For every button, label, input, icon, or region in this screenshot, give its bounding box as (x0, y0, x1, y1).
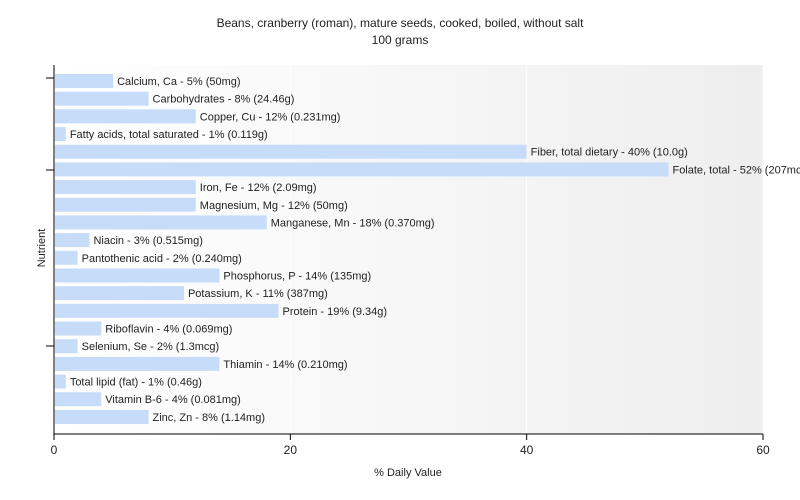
bar-label: Total lipid (fat) - 1% (0.46g) (70, 377, 202, 389)
bar (55, 409, 149, 424)
bar-label: Pantothenic acid - 2% (0.240mg) (82, 253, 242, 265)
bar-label: Iron, Fe - 12% (2.09mg) (200, 182, 317, 194)
bar-label: Calcium, Ca - 5% (50mg) (117, 76, 240, 88)
bar (55, 339, 78, 354)
bar-label: Carbohydrates - 8% (24.46g) (153, 94, 295, 106)
bar-label: Riboflavin - 4% (0.069mg) (105, 324, 232, 336)
x-tick-label: 40 (520, 443, 534, 457)
bar-label: Folate, total - 52% (207mcg) (672, 164, 800, 176)
bar (55, 250, 78, 265)
x-tick-label: 0 (51, 443, 58, 457)
bar (55, 392, 102, 407)
bar-label: Copper, Cu - 12% (0.231mg) (200, 111, 341, 123)
plot-area (54, 65, 763, 434)
bar-label: Niacin - 3% (0.515mg) (93, 235, 202, 247)
chart-title: Beans, cranberry (roman), mature seeds, … (217, 16, 585, 30)
bar (55, 74, 114, 88)
bar-label: Zinc, Zn - 8% (1.14mg) (153, 412, 265, 424)
chart-subtitle: 100 grams (372, 33, 429, 47)
bar (55, 144, 527, 159)
bar (55, 286, 184, 301)
bar (55, 109, 196, 124)
bar-label: Magnesium, Mg - 12% (50mg) (200, 200, 348, 212)
axes: 0 20 40 60 (46, 65, 770, 457)
bar-label: Phosphorus, P - 14% (135mg) (223, 270, 371, 282)
bar (55, 233, 90, 248)
bar-label: Vitamin B-6 - 4% (0.081mg) (105, 394, 241, 406)
bar (55, 356, 220, 371)
y-axis-label: Nutrient (36, 229, 48, 268)
bars: Calcium, Ca - 5% (50mg) Carbohydrates - 8… (55, 74, 800, 424)
bar (55, 197, 196, 212)
bar-label: Protein - 19% (9.34g) (283, 306, 388, 318)
bar-label: Potassium, K - 11% (387mg) (188, 288, 328, 300)
bar (55, 91, 149, 106)
bar-label: Selenium, Se - 2% (1.3mcg) (82, 341, 220, 353)
bar (55, 268, 220, 283)
bar (55, 162, 669, 177)
gridlines (289, 65, 764, 434)
bar (55, 215, 267, 230)
bar (55, 127, 66, 142)
x-tick-label: 60 (756, 443, 770, 457)
x-axis-label: % Daily Value (374, 467, 442, 479)
x-tick-label: 20 (284, 443, 298, 457)
bar-label: Thiamin - 14% (0.210mg) (223, 359, 347, 371)
bar-label: Fatty acids, total saturated - 1% (0.119… (70, 129, 268, 141)
bar-label: Manganese, Mn - 18% (0.370mg) (271, 217, 435, 229)
bar (55, 374, 66, 389)
bar (55, 180, 196, 195)
bar (55, 303, 279, 318)
bar (55, 321, 102, 336)
bar-label: Fiber, total dietary - 40% (10.0g) (531, 147, 688, 159)
